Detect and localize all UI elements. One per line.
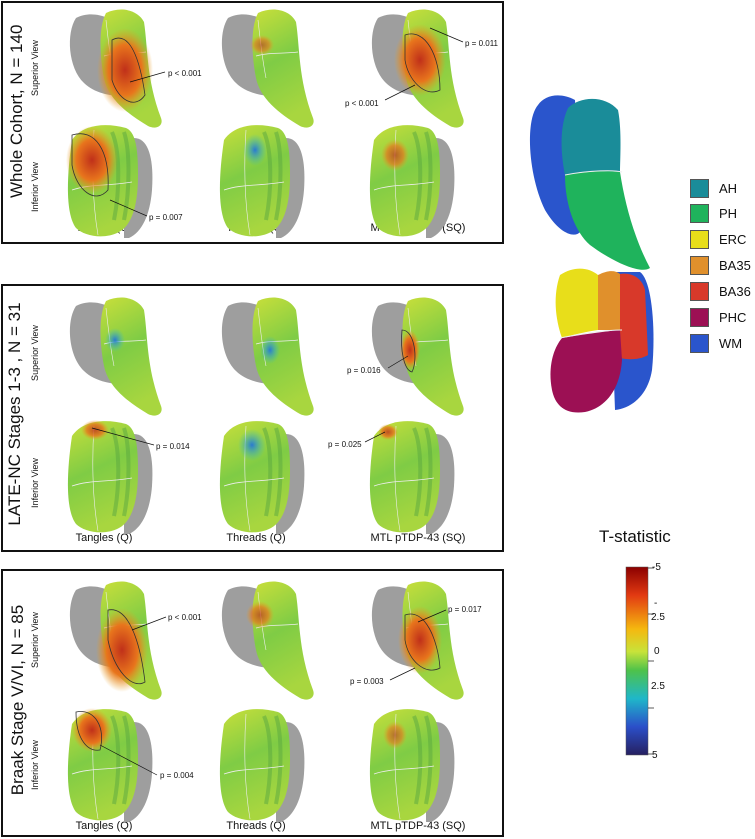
colorbar-gradient xyxy=(625,566,649,756)
colorbar-tick-label: 5 xyxy=(652,750,658,761)
panel-braak xyxy=(1,569,504,837)
panel-whole-cohort xyxy=(1,1,504,244)
panel-title: LATE-NC Stages 1-3 , N = 31 xyxy=(5,302,24,526)
colorbar-tick-label: 2.5 xyxy=(651,612,665,623)
legend-label: PHC xyxy=(719,310,747,325)
legend-item-phc: PHC xyxy=(690,308,746,327)
inferior-view-label: Inferior View xyxy=(30,458,40,508)
legend-swatch xyxy=(690,334,709,353)
atlas-superior-view xyxy=(529,95,650,270)
panel-title: Braak Stage V/VI, N = 85 xyxy=(8,604,27,796)
p-value-label: p = 0.025 xyxy=(328,440,362,449)
inferior-view-label: Inferior View xyxy=(30,740,40,790)
legend-swatch xyxy=(690,204,709,223)
legend-label: WM xyxy=(719,336,743,351)
column-label-threads: Threads (Q) xyxy=(226,820,286,832)
legend-swatch xyxy=(690,256,709,275)
superior-view-label: Superior View xyxy=(30,612,40,668)
column-label-threads: Threads (Q) xyxy=(226,532,286,544)
p-value-label: p = 0.016 xyxy=(347,366,381,375)
legend-label: BA35 xyxy=(719,258,751,273)
superior-view-label: Superior View xyxy=(30,325,40,381)
column-label-threads: Threads (Q) xyxy=(226,222,286,234)
colorbar-tick-label: 2.5 xyxy=(651,681,665,692)
colorbar-tick-label: 0 xyxy=(654,646,660,657)
column-label-tdp43: MTL pTDP-43 (SQ) xyxy=(370,532,466,544)
p-value-label: p = 0.003 xyxy=(350,677,384,686)
legend-swatch xyxy=(690,308,709,327)
legend-label: BA36 xyxy=(719,284,751,299)
colorbar-tick-label: -5 xyxy=(652,562,661,573)
legend-swatch xyxy=(690,230,709,249)
column-label-tangles: Tangles (Q) xyxy=(75,820,133,832)
legend-swatch xyxy=(690,282,709,301)
atlas-inferior-view xyxy=(550,268,654,413)
column-label-tdp43: MTL pTDP-43 (SQ) xyxy=(370,820,466,832)
column-label-tangles: Tangles (Q) xyxy=(75,532,133,544)
p-value-label: p = 0.007 xyxy=(149,213,183,222)
colorbar-tick-label: - xyxy=(654,598,658,609)
legend-item-wm: WM xyxy=(690,334,742,353)
legend-label: ERC xyxy=(719,232,747,247)
p-value-label: p = 0.004 xyxy=(160,771,194,780)
column-label-tangles: Tangles (Q) xyxy=(75,222,133,234)
legend-swatch xyxy=(690,179,709,198)
legend-item-erc: ERC xyxy=(690,230,746,249)
legend-label: PH xyxy=(719,206,738,221)
column-label-tdp43: MTL pTDP-43 (SQ) xyxy=(370,222,466,234)
p-value-label: p < 0.001 xyxy=(168,613,202,622)
p-value-label: p = 0.014 xyxy=(156,442,190,451)
panel-late-nc xyxy=(1,284,504,552)
p-value-label: p = 0.017 xyxy=(448,605,482,614)
colorbar-title: T-statistic xyxy=(599,527,671,546)
inferior-view-label: Inferior View xyxy=(30,162,40,212)
legend-item-ba36: BA36 xyxy=(690,282,751,301)
legend-item-ah: AH xyxy=(690,179,737,198)
legend-label: AH xyxy=(719,181,738,196)
panel-title: Whole Cohort, N = 140 xyxy=(7,24,26,198)
superior-view-label: Superior View xyxy=(30,40,40,96)
p-value-label: p = 0.011 xyxy=(465,39,498,48)
legend-item-ph: PH xyxy=(690,204,737,223)
legend-item-ba35: BA35 xyxy=(690,256,751,275)
p-value-label: p < 0.001 xyxy=(168,69,202,78)
p-value-label: p < 0.001 xyxy=(345,99,379,108)
